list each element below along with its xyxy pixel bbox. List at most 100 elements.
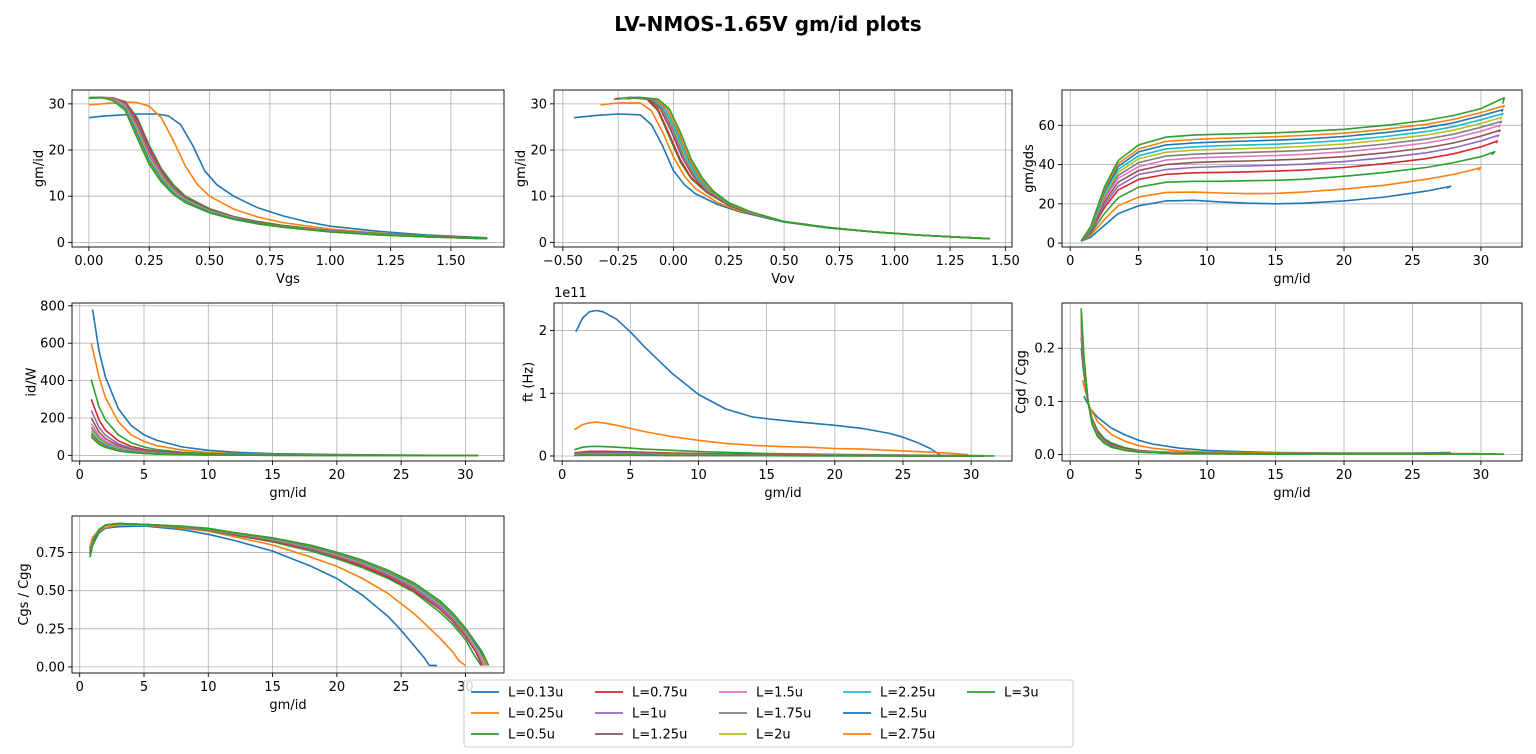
- y-tick-label: 0.75: [36, 546, 65, 561]
- series-group: [1080, 308, 1505, 455]
- x-tick-label: 30: [963, 468, 980, 483]
- x-tick-label: 20: [827, 468, 844, 483]
- legend-entry-label: L=0.13u: [508, 686, 563, 701]
- x-tick-label: 25: [895, 468, 912, 483]
- y-tick-label: 40: [1038, 158, 1055, 173]
- series-line-11: [1080, 313, 1495, 455]
- legend-entry-label: L=2u: [756, 728, 791, 743]
- y-tick-label: 0.2: [1034, 342, 1055, 357]
- x-tick-label: 5: [1135, 468, 1143, 483]
- y-axis-label: Cgs / Cgg: [17, 563, 32, 625]
- axes-frame: [1061, 89, 1523, 248]
- series-line-2: [600, 102, 990, 240]
- x-axis-label: gm/id: [269, 486, 306, 501]
- legend-entry-label: L=1u: [632, 707, 667, 722]
- series-line-2: [1080, 166, 1482, 242]
- axes-frame: [71, 515, 505, 674]
- series-line-5: [1080, 134, 1500, 242]
- y-axis-label: gm/gds: [1022, 144, 1037, 193]
- x-tick-label: 5: [140, 468, 148, 483]
- y-tick-label: 0: [57, 449, 65, 464]
- y-tick-label: 0: [539, 236, 547, 251]
- series-group: [573, 309, 995, 457]
- x-tick-label: 20: [1336, 468, 1353, 483]
- x-tick-label: 25: [393, 680, 410, 695]
- x-tick-label: 10: [690, 468, 707, 483]
- x-tick-label: −0.25: [598, 254, 638, 269]
- series-line-10: [1080, 316, 1495, 455]
- legend-entry-label: L=0.25u: [508, 707, 563, 722]
- x-tick-label: 0: [1066, 468, 1074, 483]
- series-line-4: [1080, 140, 1499, 242]
- y-tick-label: 0.1: [1034, 395, 1055, 410]
- series-line-13: [626, 96, 990, 240]
- y-tick-label: 600: [40, 337, 65, 352]
- x-tick-label: 0.50: [195, 254, 224, 269]
- series-line-2: [90, 343, 466, 457]
- x-tick-label: 25: [1404, 468, 1421, 483]
- x-tick-label: 0: [76, 680, 84, 695]
- x-tick-label: 1.00: [316, 254, 345, 269]
- y-tick-label: 20: [530, 144, 547, 159]
- x-tick-label: −0.50: [543, 254, 583, 269]
- axes-frame: [553, 302, 1013, 462]
- x-tick-label: 15: [264, 680, 281, 695]
- y-scale-offset-label: 1e11: [554, 286, 587, 301]
- series-line-3: [1080, 151, 1496, 242]
- y-axis-label: ft (Hz): [522, 362, 537, 402]
- x-tick-label: 5: [626, 468, 634, 483]
- series-group: [1080, 97, 1505, 242]
- series-line-3: [90, 379, 479, 457]
- x-axis-label: gm/id: [764, 486, 801, 501]
- y-tick-label: 0.50: [36, 584, 65, 599]
- series-line-12: [1080, 310, 1495, 455]
- x-axis-label: gm/id: [269, 698, 306, 713]
- y-tick-label: 0.0: [1034, 448, 1055, 463]
- series-line-10: [622, 96, 990, 240]
- legend-entry-label: L=3u: [1004, 686, 1039, 701]
- series-group: [90, 309, 479, 457]
- x-tick-label: 0.00: [74, 254, 103, 269]
- axes-frame: [1061, 302, 1523, 462]
- series-line-8: [1080, 321, 1495, 455]
- x-tick-label: 0.75: [255, 254, 284, 269]
- legend-entry-label: L=2.75u: [880, 728, 935, 743]
- series-line-1: [91, 309, 440, 457]
- figure-title: LV-NMOS-1.65V gm/id plots: [614, 12, 921, 36]
- x-tick-label: 10: [200, 468, 217, 483]
- legend-entry-label: L=1.75u: [756, 707, 811, 722]
- y-tick-label: 20: [1038, 197, 1055, 212]
- axes-frame: [553, 89, 1013, 248]
- x-tick-label: 10: [1199, 254, 1216, 269]
- x-tick-label: 0.75: [825, 254, 854, 269]
- series-line-4: [90, 399, 479, 457]
- x-tick-label: 30: [457, 468, 474, 483]
- y-tick-label: 0.25: [36, 622, 65, 637]
- legend-entry-label: L=2.5u: [880, 707, 927, 722]
- series-line-8: [620, 96, 990, 240]
- subplot-cgdcgg-vs-gmid: 0 5 10 15 20 25 30 0.0 0.1 0.2 gm/id Cgd / Cgg: [1015, 302, 1523, 501]
- legend: L=0.13u L=0.25u L=0.5u L=0.75u L=1u L=1.25u L=…: [463, 679, 1074, 748]
- series-line-9: [1080, 116, 1503, 242]
- y-axis-label: gm/id: [32, 150, 47, 187]
- x-tick-label: 30: [1473, 254, 1490, 269]
- x-tick-label: 1.00: [880, 254, 909, 269]
- y-tick-label: 60: [1038, 119, 1055, 134]
- series-line-12: [1080, 104, 1505, 242]
- x-tick-label: 0.50: [770, 254, 799, 269]
- x-tick-label: 0.25: [135, 254, 164, 269]
- legend-box: [463, 679, 1074, 748]
- series-line-11: [1080, 108, 1504, 242]
- y-axis-label: gm/id: [514, 150, 529, 187]
- series-line-3: [574, 445, 985, 457]
- y-tick-label: 400: [40, 374, 65, 389]
- y-tick-label: 10: [530, 190, 547, 205]
- subplot-idw-vs-gmid: 0 5 10 15 20 25 30 0 200 400 600 800 gm/id id/W: [25, 299, 505, 501]
- x-tick-label: 30: [1473, 468, 1490, 483]
- x-axis-label: gm/id: [1273, 272, 1310, 287]
- x-tick-label: 1.25: [376, 254, 405, 269]
- axes-frame: [71, 89, 505, 248]
- x-tick-label: 15: [1267, 468, 1284, 483]
